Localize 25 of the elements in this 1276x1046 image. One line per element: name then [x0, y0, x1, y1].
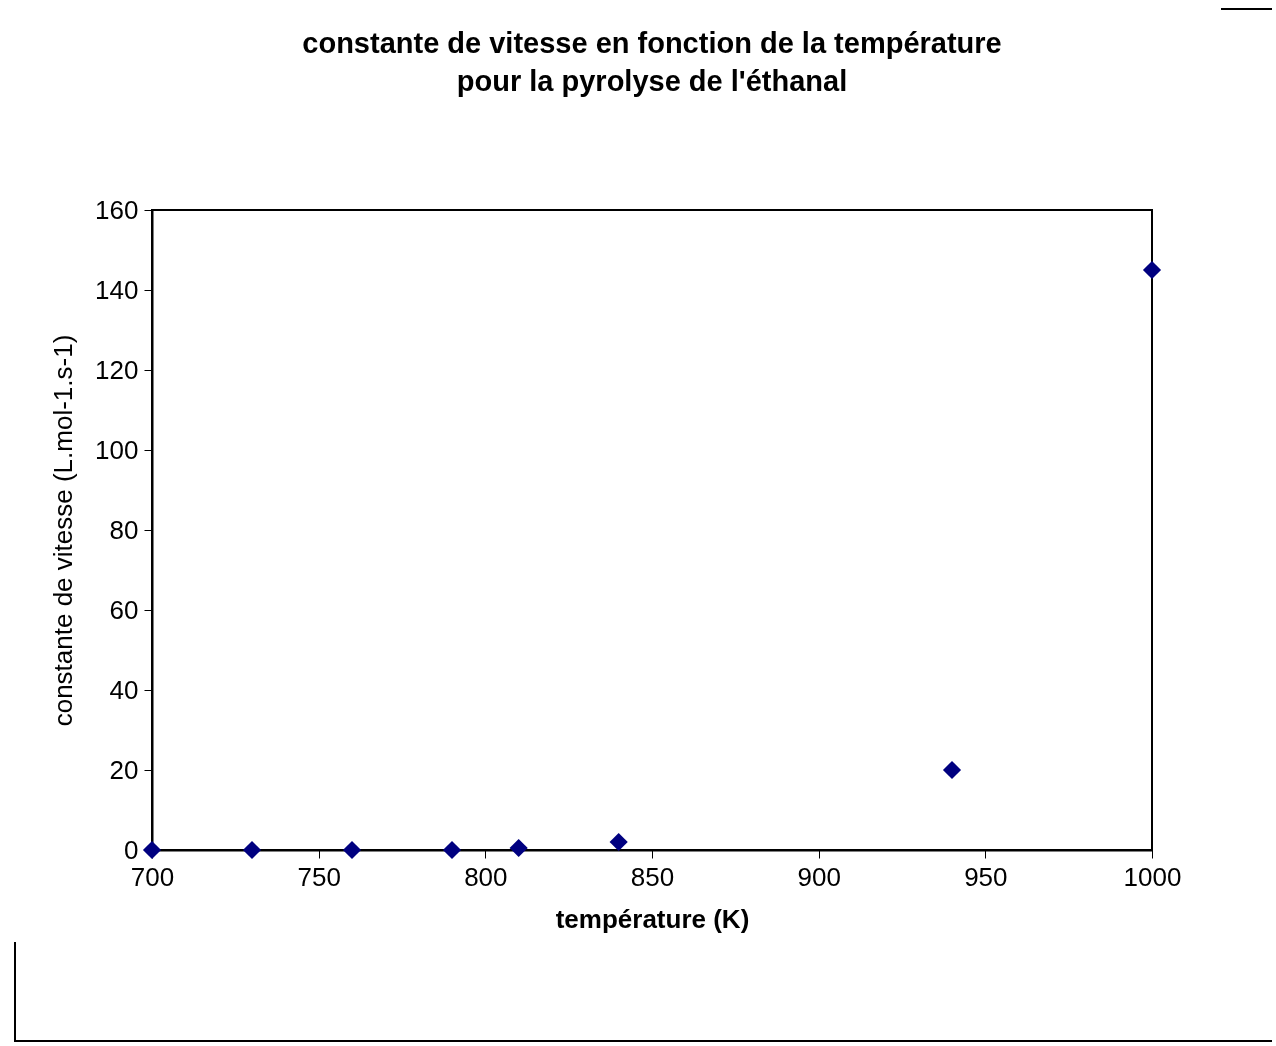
y-tick-label: 160 [95, 194, 139, 225]
point [142, 840, 162, 860]
x-tick-label: 950 [964, 861, 1008, 892]
point [342, 840, 362, 860]
y-tick-label: 100 [95, 434, 139, 465]
point [442, 840, 462, 860]
y-tick-label: 60 [109, 594, 139, 625]
point [942, 760, 962, 780]
x-tick-label: 850 [630, 861, 675, 892]
y-tick-label: 40 [109, 674, 139, 705]
x-axis-title: température (K) [555, 903, 750, 934]
point [242, 840, 262, 860]
y-tick-label: 80 [109, 514, 139, 545]
x-tick-label: 900 [797, 861, 841, 892]
x-tick-label: 800 [464, 861, 508, 892]
y-tick-label: 140 [95, 274, 139, 305]
x-tick-label: 750 [297, 861, 341, 892]
point [509, 838, 528, 858]
x-tick-label: 1000 [1123, 861, 1182, 892]
point [1142, 260, 1162, 280]
y-tick-label: 20 [109, 754, 139, 785]
y-axis-title: constante de vitesse (L.mol-1.s-1) [48, 334, 79, 727]
point [609, 832, 628, 852]
chart-title: constante de vitesse en fonction de la température pour la pyrolyse de l'éthanal [302, 27, 1002, 97]
y-tick-label: 120 [95, 354, 139, 385]
